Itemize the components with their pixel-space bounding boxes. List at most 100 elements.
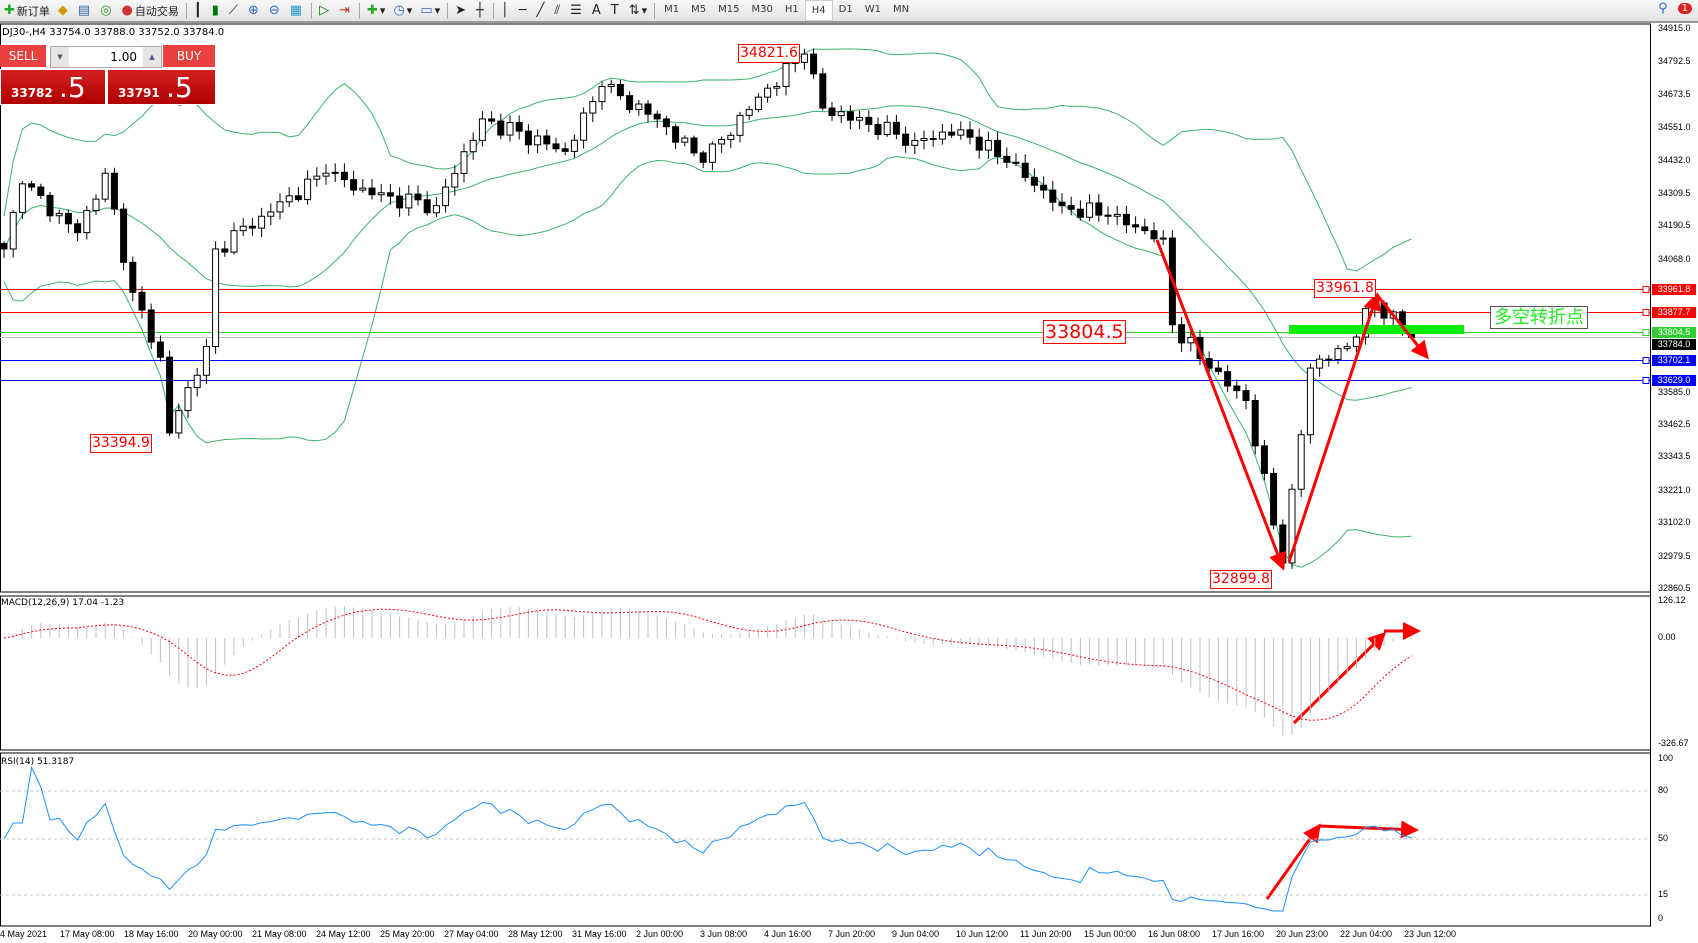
signal-button[interactable]: ◎	[96, 1, 117, 20]
zoom-out-button[interactable]: ⊖	[265, 1, 286, 20]
candle-body	[626, 95, 634, 111]
clock-icon: ◷	[393, 3, 405, 18]
buy-button[interactable]: BUY	[163, 45, 215, 67]
auto-scroll-button[interactable]: ▷	[315, 1, 335, 20]
candle	[902, 126, 910, 153]
candle-body	[497, 120, 505, 136]
candle	[101, 168, 109, 203]
candle-body	[9, 211, 17, 250]
timeframe-h4[interactable]: H4	[804, 0, 833, 21]
zoom-in-button[interactable]: ⊕	[244, 1, 265, 20]
text-label-tool[interactable]: T	[607, 1, 625, 20]
candle	[773, 81, 781, 96]
candle-body	[202, 346, 210, 376]
candle	[1224, 364, 1232, 393]
macd-axis-label: 126.12	[1658, 595, 1686, 605]
timeframe-h1[interactable]: H1	[784, 4, 799, 15]
macd-axis-label: 0.00	[1658, 632, 1676, 642]
timeframe-m5[interactable]: M5	[691, 4, 707, 15]
bottom-price-label[interactable]: 32899.8	[1210, 570, 1272, 589]
line-handle	[1642, 357, 1650, 364]
macd-axis-label: -326.67	[1658, 738, 1689, 748]
sell-button[interactable]: SELL	[0, 45, 46, 67]
channel-tool[interactable]: ⫽	[550, 1, 566, 20]
candle-body	[580, 112, 588, 141]
candle-body	[1003, 155, 1011, 163]
bollinger-upper-band	[3, 48, 1412, 272]
trendline-tool[interactable]: ╱	[533, 1, 551, 20]
pivot-price-label[interactable]: 33804.5	[1043, 320, 1126, 344]
pivot-text-label[interactable]: 多空转折点	[1490, 306, 1588, 329]
candle-chart-button[interactable]: ▮	[208, 1, 225, 20]
candle-body	[524, 130, 532, 146]
candle	[718, 136, 726, 153]
candle-body	[782, 63, 790, 87]
candle	[883, 115, 891, 137]
arrows-tool[interactable]: ⇅ ▾	[628, 3, 648, 18]
lot-increase-button[interactable]: ▲	[143, 47, 161, 67]
lot-decrease-button[interactable]: ▼	[51, 47, 69, 67]
buy-price-button[interactable]: 33791 .5	[107, 69, 216, 105]
candle-body	[276, 201, 284, 213]
chart-shift-button[interactable]: ⇥	[335, 1, 356, 20]
market-watch-button[interactable]: ◆	[54, 1, 74, 20]
sell-price-button[interactable]: 33782 .5	[0, 69, 106, 105]
timeframe-m15[interactable]: M15	[718, 4, 740, 15]
rsi-axis-label: 50	[1658, 833, 1669, 843]
cursor-tool[interactable]: ➤	[451, 1, 472, 20]
fibonacci-tool[interactable]: ☰	[566, 1, 588, 20]
new-order-button[interactable]: ✚ 新订单	[4, 3, 50, 18]
horizontal-line-tool[interactable]: ─	[515, 1, 533, 20]
vertical-line-tool[interactable]: │	[497, 1, 515, 20]
macd-label: MACD(12,26,9) 17.04 -1.23	[1, 598, 125, 608]
candle	[37, 183, 45, 199]
price-axis-label: 33343.5	[1658, 451, 1691, 462]
candle	[221, 241, 229, 257]
candle	[92, 194, 100, 215]
candle	[975, 128, 983, 159]
price-line-tag: 33784.0	[1652, 338, 1696, 350]
notification-badge[interactable]: 1	[1677, 3, 1692, 14]
auto-trading-button[interactable]: ● 自动交易	[121, 3, 179, 18]
candle-body	[258, 215, 266, 229]
timeframe-d1[interactable]: D1	[838, 4, 853, 15]
candle-body	[359, 187, 367, 191]
price-axis-label: 34190.5	[1658, 220, 1691, 231]
recent-high-label[interactable]: 33961.8	[1314, 279, 1376, 298]
timeframe-mn[interactable]: MN	[892, 4, 910, 15]
periods-button[interactable]: ◷ ▾	[393, 3, 413, 18]
tile-windows-button[interactable]: ▦	[286, 1, 308, 20]
bar-chart-button[interactable]: ┃	[190, 1, 208, 20]
line-chart-button[interactable]: ⟋	[225, 1, 244, 20]
navigator-button[interactable]: ▤	[74, 1, 96, 20]
candle	[589, 96, 597, 123]
lot-value[interactable]: 1.00	[110, 50, 137, 64]
timeframe-m30[interactable]: M30	[751, 4, 773, 15]
indicators-button[interactable]: ✚ ▾	[367, 3, 386, 18]
candle	[1251, 394, 1259, 455]
candle-body	[653, 113, 661, 120]
candle	[1233, 379, 1241, 399]
lot-size-input[interactable]: ▼ 1.00 ▲	[50, 46, 162, 68]
text-tool[interactable]: A	[588, 1, 607, 20]
candle-body	[1279, 524, 1287, 564]
low-price-label[interactable]: 33394.9	[90, 434, 152, 453]
price-line-tag: 33804.5	[1652, 326, 1696, 338]
timeframe-w1[interactable]: W1	[864, 4, 881, 15]
timeframe-m1[interactable]: M1	[664, 4, 680, 15]
candle-body	[846, 111, 854, 121]
candle-body	[1233, 385, 1241, 392]
candle	[267, 203, 275, 226]
price-axis-label: 32979.5	[1658, 550, 1691, 561]
templates-button[interactable]: ▭ ▾	[420, 3, 441, 18]
toolbar-right: ⚲ 1	[1658, 1, 1692, 16]
candle-body	[1306, 367, 1314, 436]
search-icon[interactable]: ⚲	[1658, 1, 1668, 16]
high-price-label[interactable]: 34821.6	[738, 44, 800, 63]
price-axis-label: 34673.5	[1658, 88, 1691, 99]
crosshair-tool[interactable]: ┼	[472, 1, 490, 20]
candle	[524, 124, 532, 154]
candle-body	[1297, 434, 1305, 490]
candle	[285, 187, 293, 207]
